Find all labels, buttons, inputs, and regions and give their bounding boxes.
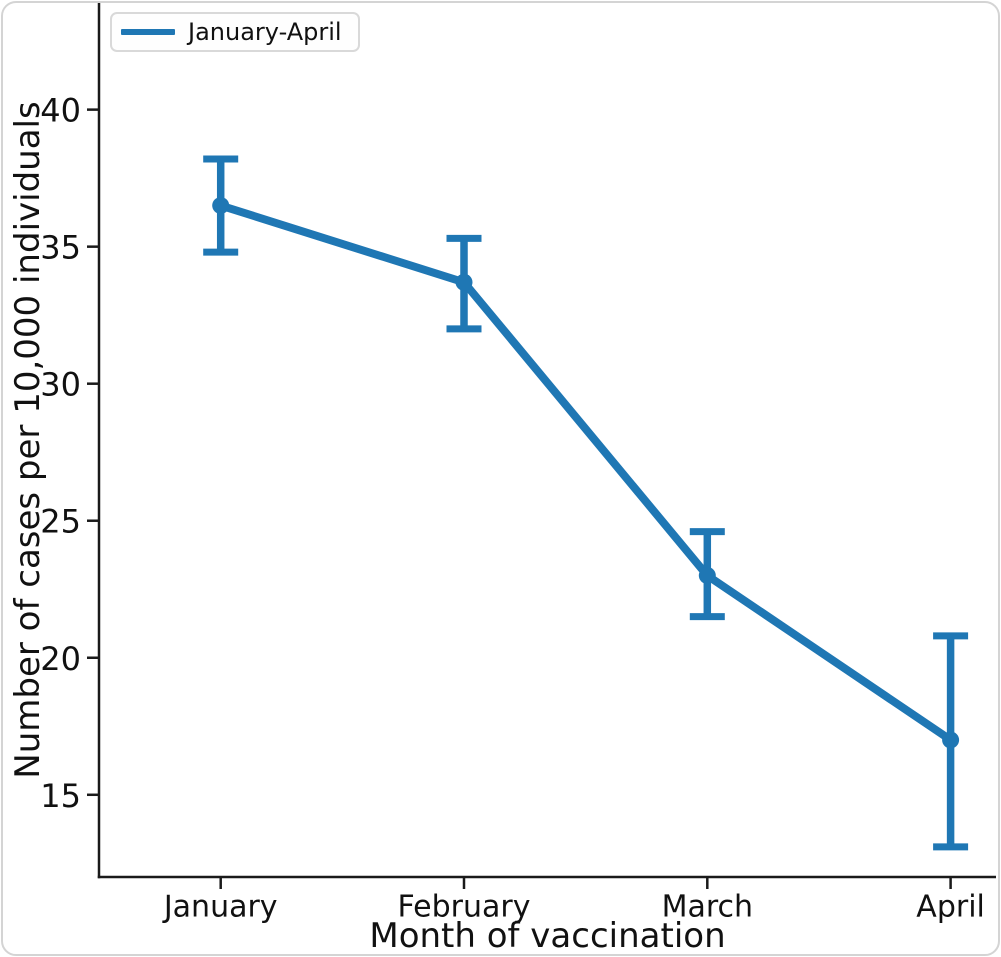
data-point-february: [455, 273, 473, 291]
series-line: [216, 201, 955, 744]
y-tick-label-25: 25: [40, 503, 81, 541]
x-axis-label: Month of vaccination: [369, 916, 726, 956]
y-tick-label-15: 15: [40, 777, 81, 815]
series-january-april: [203, 155, 969, 851]
y-tick-label-40: 40: [40, 92, 81, 130]
x-tick-label-march: March: [662, 890, 753, 925]
data-point-march: [698, 567, 716, 585]
y-tick-label-20: 20: [40, 640, 81, 678]
y-tick-label-35: 35: [40, 229, 81, 267]
y-axis-label: Number of cases per 10,000 individuals: [8, 101, 48, 779]
data-point-april: [942, 731, 960, 749]
x-tick-label-february: February: [398, 890, 531, 925]
legend-line-swatch-icon: [121, 29, 175, 35]
x-tick-label-april: April: [916, 890, 985, 925]
x-tick-label-january: January: [162, 890, 278, 925]
legend: January-April: [110, 12, 360, 52]
data-point-january: [212, 197, 230, 215]
y-tick-label-30: 30: [40, 366, 81, 404]
legend-label: January-April: [188, 18, 342, 46]
